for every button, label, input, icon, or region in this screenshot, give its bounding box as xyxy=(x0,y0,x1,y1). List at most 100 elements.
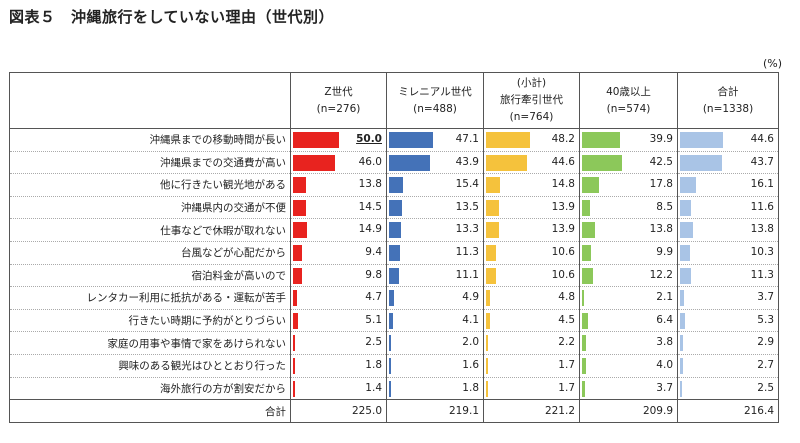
data-cell: 11.3 xyxy=(386,241,484,265)
bar-mark xyxy=(582,244,592,261)
value-label: 9.4 xyxy=(365,245,382,258)
data-cell: 2.9 xyxy=(677,331,779,355)
data-cell: 44.6 xyxy=(483,151,580,175)
table-row: 宿泊料金が高いので 9.8 11.1 10.6 12.2 11.3 xyxy=(9,264,779,288)
data-cell: 3.7 xyxy=(677,286,779,310)
data-cell: 2.5 xyxy=(290,331,387,355)
row-label: 台風などが心配だから xyxy=(9,241,291,265)
column-header: 40歳以上 (n=574) xyxy=(579,72,678,129)
data-cell: 2.7 xyxy=(677,354,779,378)
table-row: 海外旅行の方が割安だから 1.4 1.8 1.7 3.7 2.5 xyxy=(9,377,779,401)
table-row: 沖縄県までの交通費が高い 46.0 43.9 44.6 42.5 43.7 xyxy=(9,151,779,175)
value-label: 2.9 xyxy=(757,336,774,349)
value-label: 2.7 xyxy=(757,358,774,371)
bar-mark xyxy=(486,357,488,374)
data-cell: 47.1 xyxy=(386,128,484,152)
value-label: 39.9 xyxy=(649,133,673,145)
data-cell: 4.7 xyxy=(290,286,387,310)
bar-mark xyxy=(582,132,620,148)
bar-mark xyxy=(293,335,296,352)
value-label: 42.5 xyxy=(649,155,673,168)
value-label: 5.3 xyxy=(757,313,774,326)
value-label: 8.5 xyxy=(656,200,673,213)
bar-mark xyxy=(486,335,489,352)
row-label: 沖縄県内の交通が不便 xyxy=(9,196,291,220)
bar-mark xyxy=(680,199,692,216)
total-label: 合計 xyxy=(9,399,291,424)
bar-mark xyxy=(680,244,690,261)
data-cell: 11.3 xyxy=(677,264,779,288)
data-cell: 1.7 xyxy=(483,377,580,401)
data-cell: 13.5 xyxy=(386,196,484,220)
bar-mark xyxy=(582,154,622,171)
value-label: 2.5 xyxy=(757,381,774,394)
value-label: 10.6 xyxy=(551,245,575,258)
column-header: Z世代 (n=276) xyxy=(290,72,387,129)
value-label: 44.6 xyxy=(750,133,774,145)
column-header: (小計) 旅行牽引世代 (n=764) xyxy=(483,72,580,129)
data-cell: 9.4 xyxy=(290,241,387,265)
data-cell: 2.2 xyxy=(483,331,580,355)
data-cell: 43.7 xyxy=(677,151,779,175)
row-label: 家庭の用事や事情で家をあけられない xyxy=(9,331,291,355)
data-cell: 13.8 xyxy=(677,218,779,242)
data-cell: 5.1 xyxy=(290,309,387,333)
column-header-line: ミレニアル世代 xyxy=(398,85,472,98)
value-label: 11.6 xyxy=(750,200,774,213)
data-cell: 14.8 xyxy=(483,173,580,197)
value-label: 13.8 xyxy=(358,178,382,191)
total-value: 221.2 xyxy=(483,399,580,424)
data-cell: 10.6 xyxy=(483,241,580,265)
value-label: 9.8 xyxy=(365,268,382,281)
bar-mark xyxy=(293,357,295,374)
bar-mark xyxy=(680,357,683,374)
value-label: 4.0 xyxy=(656,358,673,371)
value-label: 1.6 xyxy=(462,358,479,371)
value-label: 11.1 xyxy=(455,268,479,281)
row-label: 海外旅行の方が割安だから xyxy=(9,377,291,401)
value-label: 10.3 xyxy=(750,245,774,258)
total-value: 216.4 xyxy=(677,399,779,424)
value-label: 4.8 xyxy=(558,291,575,304)
value-label: 11.3 xyxy=(750,268,774,281)
value-label: 1.7 xyxy=(558,381,575,394)
bar-mark xyxy=(293,132,339,148)
row-label: 興味のある観光はひととおり行った xyxy=(9,354,291,378)
header-row: Z世代 (n=276) ミレニアル世代 (n=488) (小計) 旅行牽引世代 … xyxy=(9,72,779,129)
value-label: 11.3 xyxy=(455,245,479,258)
bar-mark xyxy=(389,312,393,329)
data-cell: 4.5 xyxy=(483,309,580,333)
table-row: 興味のある観光はひととおり行った 1.8 1.6 1.7 4.0 2.7 xyxy=(9,354,779,378)
bar-mark xyxy=(680,177,696,194)
data-cell: 5.3 xyxy=(677,309,779,333)
bar-mark xyxy=(486,312,491,329)
value-label: 15.4 xyxy=(455,178,479,191)
column-header-line: Z世代 xyxy=(324,85,353,98)
row-label: 仕事などで休暇が取れない xyxy=(9,218,291,242)
total-value: 225.0 xyxy=(290,399,387,424)
value-label: 13.9 xyxy=(551,223,575,236)
bar-mark xyxy=(293,222,307,239)
data-cell: 4.8 xyxy=(483,286,580,310)
value-label: 5.1 xyxy=(365,313,382,326)
bar-mark xyxy=(582,177,599,194)
data-cell: 4.9 xyxy=(386,286,484,310)
bar-mark xyxy=(389,244,400,261)
bar-mark xyxy=(582,357,586,374)
bar-mark xyxy=(486,290,491,307)
data-cell: 44.6 xyxy=(677,128,779,152)
bar-mark xyxy=(293,290,298,307)
table-row: レンタカー利用に抵抗がある・運転が苦手 4.7 4.9 4.8 2.1 3.7 xyxy=(9,286,779,310)
value-label: 17.8 xyxy=(649,178,673,191)
table-row: 台風などが心配だから 9.4 11.3 10.6 9.9 10.3 xyxy=(9,241,779,265)
bar-mark xyxy=(582,380,586,397)
data-cell: 13.9 xyxy=(483,218,580,242)
data-cell: 13.3 xyxy=(386,218,484,242)
column-header-line: 旅行牽引世代 xyxy=(500,94,563,106)
data-cell: 1.8 xyxy=(290,354,387,378)
value-label: 13.8 xyxy=(649,223,673,236)
unit-label: (%) xyxy=(762,57,782,70)
bar-mark xyxy=(293,154,336,171)
data-cell: 16.1 xyxy=(677,173,779,197)
row-label: レンタカー利用に抵抗がある・運転が苦手 xyxy=(9,286,291,310)
